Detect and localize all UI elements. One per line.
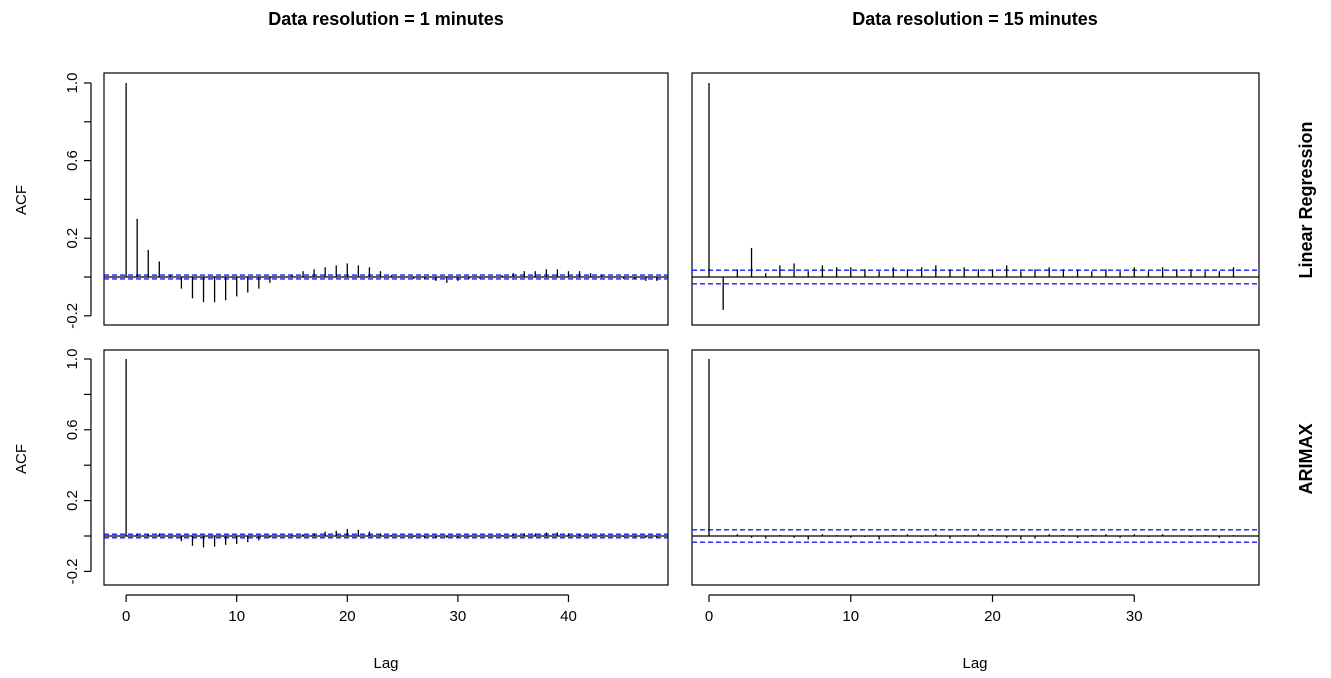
y-tick-label: 1.0 [64,73,81,94]
panel-15min-linear-regression [691,72,1260,326]
y-tick-label: 0.6 [64,150,81,171]
column-title-15min: Data resolution = 15 minutes [852,9,1098,29]
xlabel-left: Lag [373,655,398,672]
x-tick-label: 10 [842,608,859,625]
y-tick-label: 0.2 [64,490,81,511]
x-tick-label: 20 [339,608,356,625]
y-tick-label: 1.0 [64,349,81,370]
panel-15min-arimax: 0 10 20 30 [691,349,1260,625]
x-tick-label: 10 [228,608,245,625]
panel-1min-linear-regression: -0.2 0.2 0.6 1.0 [64,72,669,329]
x-tick-label: 0 [122,608,130,625]
plot-frame [103,349,669,586]
y-tick-label: -0.2 [64,303,81,329]
ylabel-top: ACF [13,185,30,215]
x-tick-label: 40 [560,608,577,625]
column-title-1min: Data resolution = 1 minutes [268,9,504,29]
xlabel-right: Lag [962,655,987,672]
plot-frame [691,349,1260,586]
x-tick-label: 20 [984,608,1001,625]
row-title-arimax: ARIMAX [1296,424,1316,495]
row-title-linear-regression: Linear Regression [1296,121,1316,278]
y-tick-label: 0.6 [64,419,81,440]
plot-frame [103,72,669,326]
x-tick-label: 30 [450,608,467,625]
x-tick-label: 30 [1126,608,1143,625]
x-tick-label: 0 [705,608,713,625]
y-tick-label: -0.2 [64,558,81,584]
plot-frame [691,72,1260,326]
ylabel-bottom: ACF [13,444,30,474]
panel-1min-arimax: -0.2 0.2 0.6 1.0 0 10 20 30 40 [64,349,669,625]
y-tick-label: 0.2 [64,228,81,249]
